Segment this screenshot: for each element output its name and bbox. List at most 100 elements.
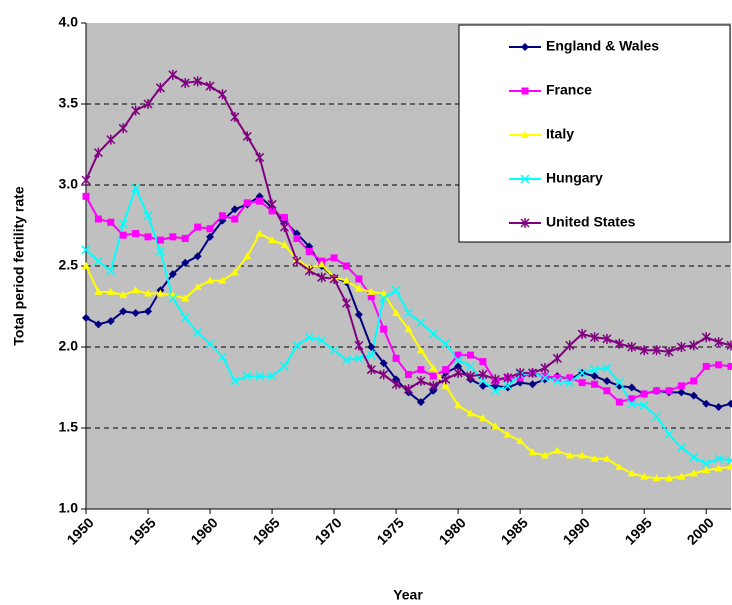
marker [664, 346, 674, 357]
marker [106, 317, 115, 326]
marker [304, 265, 314, 276]
marker [664, 429, 674, 440]
legend-label: Italy [546, 126, 574, 142]
marker [93, 147, 103, 158]
marker [292, 256, 302, 267]
marker [293, 234, 301, 242]
marker [230, 376, 240, 386]
marker [614, 338, 624, 349]
marker [566, 374, 574, 382]
y-tick-label: 1.0 [59, 500, 79, 516]
marker [652, 345, 662, 356]
marker [304, 332, 314, 342]
marker [627, 469, 636, 477]
x-tick-label: 1995 [622, 514, 655, 547]
marker [132, 230, 140, 238]
marker [627, 383, 636, 392]
x-tick-label: 1975 [373, 514, 406, 547]
marker [82, 192, 90, 200]
marker [602, 454, 611, 462]
x-tick-label: 1965 [249, 514, 282, 547]
marker [416, 318, 426, 328]
marker [577, 329, 587, 340]
marker [131, 308, 140, 317]
marker [280, 240, 289, 248]
marker [268, 236, 277, 244]
marker [168, 293, 178, 303]
marker [131, 105, 141, 116]
marker [726, 340, 732, 351]
marker [242, 371, 252, 381]
marker [590, 454, 599, 462]
marker [428, 329, 438, 339]
marker [727, 462, 732, 470]
marker [366, 364, 376, 375]
marker [205, 81, 215, 92]
marker [181, 234, 189, 242]
marker [131, 183, 141, 193]
marker [329, 345, 339, 355]
marker [392, 308, 401, 316]
marker [653, 387, 661, 395]
marker [465, 361, 476, 371]
marker [94, 320, 103, 329]
marker [280, 213, 288, 221]
marker [491, 422, 500, 430]
marker [590, 365, 600, 375]
marker [429, 364, 438, 372]
marker [230, 205, 239, 214]
y-axis-title: Total period fertility rate [11, 186, 27, 345]
marker [366, 350, 376, 360]
marker [677, 382, 685, 390]
marker [726, 455, 732, 465]
marker [118, 123, 128, 134]
marker [467, 351, 475, 359]
marker [279, 361, 289, 371]
marker [553, 374, 561, 382]
x-tick-label: 1985 [498, 514, 531, 547]
marker [602, 363, 612, 373]
y-tick-label: 3.0 [59, 176, 79, 192]
marker [82, 262, 90, 269]
marker [206, 276, 215, 284]
x-tick-label: 2000 [684, 514, 717, 547]
marker [405, 371, 412, 379]
marker [379, 293, 389, 303]
marker [156, 236, 164, 244]
marker [392, 354, 400, 362]
marker [267, 371, 277, 381]
x-tick-label: 1960 [187, 514, 220, 547]
marker [714, 454, 724, 464]
marker [702, 362, 710, 370]
marker [416, 376, 426, 387]
marker [143, 99, 153, 109]
marker [552, 376, 562, 386]
marker [119, 307, 128, 316]
marker [144, 307, 153, 316]
marker [516, 436, 525, 444]
marker [367, 293, 375, 301]
marker [342, 262, 350, 270]
marker [466, 409, 475, 417]
marker [702, 466, 711, 474]
marker [119, 291, 128, 299]
marker [255, 152, 265, 163]
marker [515, 367, 525, 378]
marker [577, 368, 587, 378]
marker [429, 372, 437, 380]
marker [354, 353, 364, 363]
marker [640, 390, 648, 398]
marker [490, 386, 500, 396]
marker [391, 285, 401, 295]
marker [541, 372, 549, 380]
marker [118, 219, 128, 229]
marker [342, 276, 351, 284]
legend-marker [521, 131, 529, 138]
marker [503, 430, 512, 438]
marker [193, 76, 203, 87]
marker [503, 381, 513, 391]
marker [540, 363, 550, 374]
marker [727, 362, 732, 370]
marker [727, 399, 732, 408]
marker [341, 355, 352, 365]
